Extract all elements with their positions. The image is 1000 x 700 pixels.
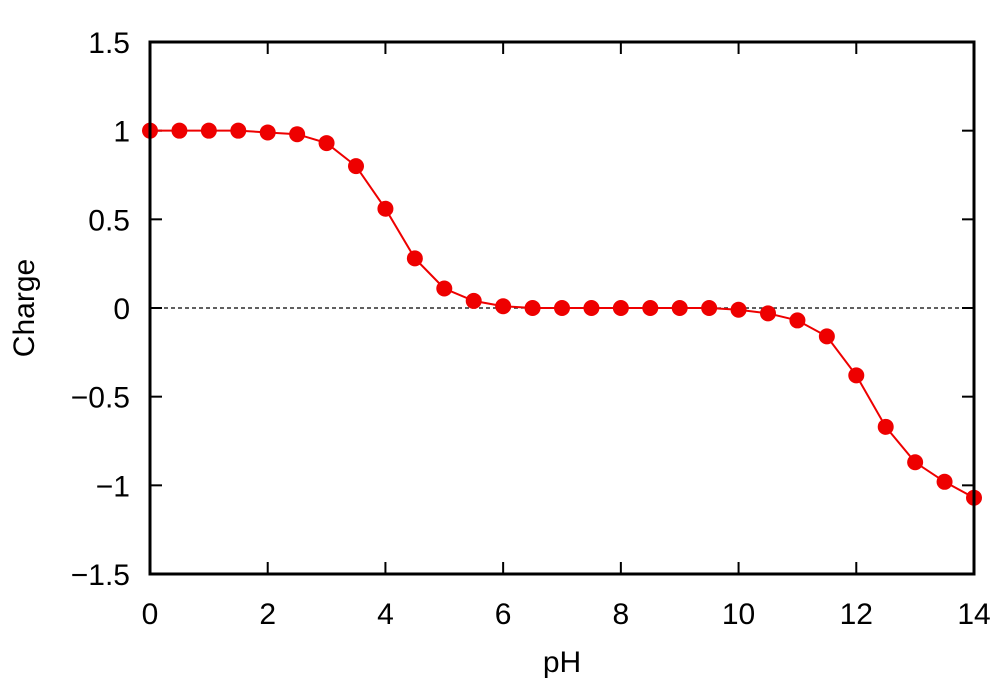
y-tick-label: 1.5 [88,27,130,60]
data-point [701,300,718,316]
y-tick-label: −0.5 [71,382,130,415]
data-point [495,298,512,315]
data-point [377,200,394,217]
y-tick-label: 0.5 [88,204,130,237]
plot-frame [148,40,976,576]
x-tick-label: 4 [377,598,394,631]
data-point [583,300,600,316]
y-axis-label: Charge [8,259,41,357]
x-tick-label: 2 [259,598,276,631]
data-point [642,300,659,316]
data-point [465,292,482,309]
data-point [171,122,188,139]
data-point [406,250,423,267]
x-axis-label: pH [543,646,581,679]
y-tick-label: −1 [96,470,130,503]
data-point [230,122,247,139]
y-tick-label: 1 [113,116,130,149]
x-tick-label: 10 [722,598,755,631]
data-point [907,454,924,471]
x-tick-label: 14 [957,598,990,631]
data-point [848,367,865,384]
data-point [436,280,453,297]
data-point [612,300,629,316]
x-tick-label: 0 [142,598,159,631]
data-point [259,124,276,141]
x-tick-label: 8 [613,598,630,631]
data-point [200,122,217,139]
data-point [318,135,335,152]
data-point [877,418,894,435]
data-point [524,300,541,316]
data-point [348,158,364,175]
y-tick-label: −1.5 [71,559,130,592]
x-tick-label: 6 [495,598,512,631]
data-point [818,328,835,345]
data-point [730,301,747,318]
data-point [936,473,953,490]
data-point [671,300,688,316]
data-point [789,312,806,329]
y-tick-label: 0 [113,293,130,326]
data-point [554,300,570,316]
data-point [289,126,306,143]
x-tick-label: 12 [840,598,873,631]
data-point [760,305,776,322]
